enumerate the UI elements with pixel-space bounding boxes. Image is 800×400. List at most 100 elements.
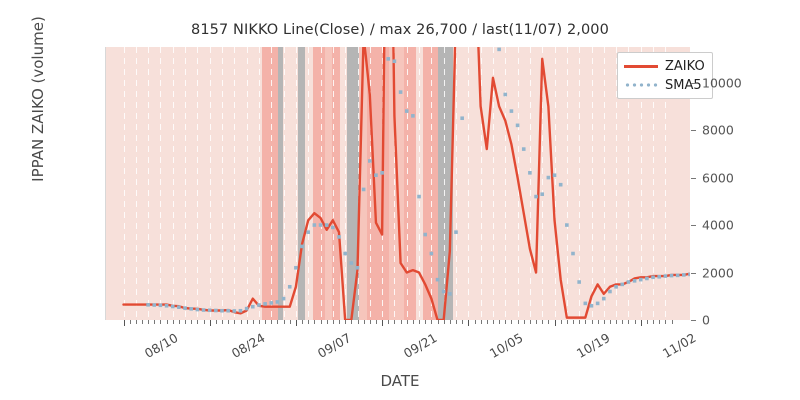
gridline-vertical xyxy=(295,47,297,320)
x-tick-label: 10/19 xyxy=(573,330,613,362)
x-tick-mark-minor xyxy=(665,320,667,324)
gridline-vertical xyxy=(271,47,273,320)
gridline-vertical xyxy=(579,47,581,320)
sma5-point xyxy=(220,308,224,313)
sma5-point xyxy=(546,175,551,180)
sma5-point xyxy=(337,235,341,239)
sma5-point xyxy=(552,173,557,177)
background-span xyxy=(423,47,439,320)
sma5-point xyxy=(263,302,267,306)
gridline-vertical xyxy=(542,47,544,320)
gridline-vertical xyxy=(185,47,187,320)
sma5-point xyxy=(589,303,594,308)
sma5-point xyxy=(620,282,625,287)
y-tick-mark xyxy=(691,82,696,84)
sma5-point xyxy=(207,308,212,313)
sma5-point xyxy=(601,296,606,301)
x-tick-mark-minor xyxy=(462,320,464,324)
gridline-vertical xyxy=(406,47,408,320)
sma5-point xyxy=(380,171,384,175)
sma5-point xyxy=(374,173,378,177)
gridline-vertical xyxy=(308,47,310,320)
x-tick-mark-minor xyxy=(258,320,260,324)
x-tick-mark-minor xyxy=(480,320,482,324)
sma5-point xyxy=(534,194,538,199)
gridline-vertical xyxy=(505,47,507,320)
gridline-vertical xyxy=(209,47,211,320)
x-axis-title: DATE xyxy=(380,372,420,390)
gridline-vertical xyxy=(566,47,568,320)
sma5-point xyxy=(367,159,372,163)
sma5-point xyxy=(435,277,440,282)
x-tick-mark-minor xyxy=(616,320,618,324)
x-tick-label: 11/02 xyxy=(659,330,699,362)
background-span xyxy=(359,47,367,320)
background-span xyxy=(332,47,340,320)
x-tick-mark-minor xyxy=(609,320,611,324)
sma5-point xyxy=(583,301,588,306)
x-tick-mark-minor xyxy=(419,320,421,324)
chart-legend: ZAIKO SMA5 xyxy=(617,52,713,99)
sma5-point xyxy=(515,123,520,128)
sma5-point xyxy=(392,59,397,64)
background-span xyxy=(262,47,279,320)
x-tick-mark-minor xyxy=(591,320,593,324)
gridline-vertical xyxy=(394,47,396,320)
x-tick-mark-minor xyxy=(622,320,624,324)
x-tick-mark-minor xyxy=(172,320,174,324)
sma5-point xyxy=(343,251,347,256)
gridline-vertical xyxy=(665,47,667,320)
gridline-vertical xyxy=(480,47,482,320)
x-tick-mark-minor xyxy=(228,320,230,324)
gridline-vertical xyxy=(653,47,655,320)
sma5-point xyxy=(275,300,280,304)
sma5-point xyxy=(429,251,434,256)
sma5-point xyxy=(417,194,421,199)
x-tick-label: 08/10 xyxy=(142,330,181,362)
x-tick-mark-minor xyxy=(437,320,439,324)
sma5-point xyxy=(164,303,169,308)
gridline-vertical xyxy=(160,47,162,320)
legend-item-zaiko[interactable]: ZAIKO xyxy=(624,58,705,74)
gridline-vertical xyxy=(492,47,494,320)
x-tick-mark-minor xyxy=(154,320,156,324)
x-tick-mark-minor xyxy=(203,320,205,324)
x-tick-mark-minor xyxy=(351,320,353,324)
sma5-point xyxy=(645,276,649,281)
x-tick-mark-major xyxy=(209,320,211,326)
x-tick-mark-minor xyxy=(585,320,587,324)
gridline-vertical xyxy=(369,47,371,320)
legend-item-sma5[interactable]: SMA5 xyxy=(624,77,705,93)
gridline-vertical xyxy=(135,47,137,320)
x-tick-mark-major xyxy=(640,320,642,326)
sma5-point xyxy=(503,92,508,97)
sma5-point xyxy=(312,223,317,227)
x-tick-mark-minor xyxy=(394,320,396,324)
sma5-point xyxy=(195,307,200,312)
x-tick-mark-minor xyxy=(357,320,359,324)
gridline-vertical xyxy=(345,47,347,320)
x-tick-mark-minor xyxy=(185,320,187,324)
x-tick-mark-minor xyxy=(326,320,328,324)
page-title: 8157 NIKKO Line(Close) / max 26,700 / la… xyxy=(191,22,609,38)
gridline-vertical xyxy=(172,47,174,320)
y-tick-mark xyxy=(691,272,696,274)
x-tick-mark-minor xyxy=(222,320,223,324)
sma5-point xyxy=(189,307,194,311)
x-tick-mark-minor xyxy=(659,320,661,324)
background-span xyxy=(324,47,333,320)
x-tick-mark-minor xyxy=(646,320,648,324)
x-tick-mark-minor xyxy=(492,320,494,324)
x-tick-mark-major xyxy=(295,320,297,326)
x-tick-mark-minor xyxy=(148,320,150,324)
sma5-point xyxy=(632,279,637,283)
sma5-point xyxy=(675,273,680,278)
legend-label-zaiko: ZAIKO xyxy=(665,58,705,74)
x-tick-mark-major xyxy=(468,320,470,326)
x-tick-mark-minor xyxy=(566,320,568,324)
x-tick-mark-minor xyxy=(456,320,457,324)
x-tick-mark-minor xyxy=(499,320,501,324)
x-tick-mark-minor xyxy=(474,320,476,324)
gridline-vertical xyxy=(148,47,150,320)
gridline-vertical xyxy=(197,47,199,320)
